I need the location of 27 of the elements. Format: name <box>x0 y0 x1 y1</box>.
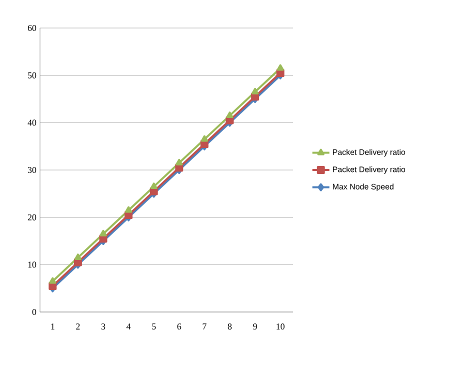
x-tick-label: 7 <box>202 324 206 330</box>
point <box>251 88 259 94</box>
y-tick-label: 0 <box>32 308 36 316</box>
x-tick-label: 10 <box>276 324 284 330</box>
point <box>124 206 132 213</box>
x-tick-label: 5 <box>152 324 156 330</box>
y-tick-label: 30 <box>28 166 36 174</box>
y-tick-label: 20 <box>28 214 36 220</box>
x-tick-label: 9 <box>253 324 257 330</box>
point <box>226 112 234 118</box>
point <box>74 254 82 260</box>
point <box>176 158 183 166</box>
x-tick-label: 4 <box>126 324 131 330</box>
x-tick-label: 3 <box>101 324 106 330</box>
y-tick-label: 50 <box>28 72 36 78</box>
x-tick-label: 1 <box>51 324 54 330</box>
x-tick-label: 2 <box>76 324 80 330</box>
point <box>276 64 284 71</box>
y-tick-label: 10 <box>28 262 36 268</box>
point <box>200 135 208 142</box>
point <box>150 182 158 190</box>
point <box>49 277 56 284</box>
point <box>100 230 107 236</box>
x-tick-label: 8 <box>228 324 232 330</box>
y-tick-label: 40 <box>28 120 36 126</box>
x-tick-label: 6 <box>177 324 182 330</box>
y-tick-label: 60 <box>28 24 36 32</box>
